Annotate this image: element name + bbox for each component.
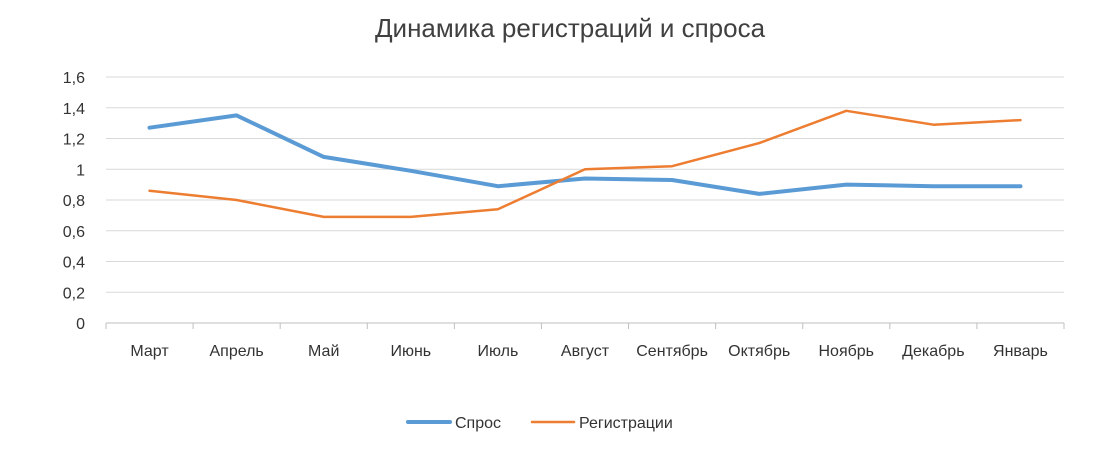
y-tick-label: 0 bbox=[76, 316, 85, 333]
y-tick-label: 0,2 bbox=[63, 285, 85, 302]
y-tick-label: 0,4 bbox=[63, 255, 85, 272]
series-line-registrations bbox=[148, 109, 1022, 219]
x-tick-label: Март bbox=[130, 343, 169, 360]
x-tick-label: Апрель bbox=[209, 343, 263, 360]
gridlines bbox=[106, 76, 1064, 324]
x-tick-label: Июль bbox=[477, 343, 518, 360]
x-tick-label: Август bbox=[561, 343, 610, 360]
x-axis-ticks: Март Апрель Май Июнь Июль Август Сентябрь Октяб… bbox=[105, 323, 1065, 360]
y-tick-label: 1 bbox=[76, 162, 85, 179]
x-tick-label: Январь bbox=[993, 343, 1048, 360]
y-tick-label: 1,4 bbox=[63, 101, 85, 118]
x-tick-label: Октябрь bbox=[728, 343, 790, 360]
y-tick-label: 1,2 bbox=[63, 132, 85, 149]
series-line-demand bbox=[147, 113, 1023, 196]
chart-title: Динамика регистраций и спроса bbox=[375, 13, 766, 43]
x-tick-label: Июнь bbox=[390, 343, 431, 360]
x-tick-label: Сентябрь bbox=[636, 343, 708, 360]
series-lines bbox=[147, 109, 1023, 219]
legend: Спрос Регистрации bbox=[406, 415, 673, 432]
legend-label: Спрос bbox=[455, 415, 501, 432]
x-tick-label: Май bbox=[308, 343, 339, 360]
y-axis-ticks: 0 0,2 0,4 0,6 0,8 1 1,2 1,4 1,6 bbox=[63, 70, 85, 333]
x-tick-label: Ноябрь bbox=[819, 343, 875, 360]
x-tick-label: Декабрь bbox=[902, 343, 964, 360]
y-tick-label: 0,6 bbox=[63, 224, 85, 241]
legend-label: Регистрации bbox=[579, 415, 673, 432]
y-tick-label: 0,8 bbox=[63, 193, 85, 210]
y-tick-label: 1,6 bbox=[63, 70, 85, 87]
